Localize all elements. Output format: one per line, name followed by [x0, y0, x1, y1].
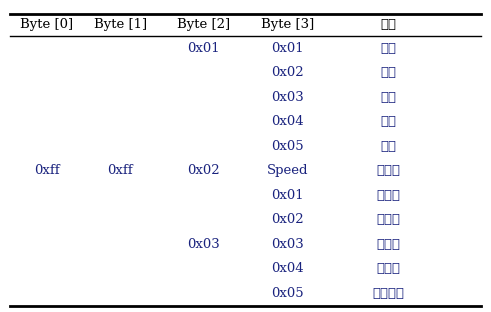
- Text: 含义: 含义: [380, 18, 396, 32]
- Text: Speed: Speed: [267, 164, 308, 177]
- Text: 后退: 后退: [380, 66, 396, 79]
- Text: 0x05: 0x05: [271, 140, 303, 153]
- Text: 舐机下: 舐机下: [376, 213, 400, 227]
- Text: 速度值: 速度值: [376, 164, 400, 177]
- Text: 0x03: 0x03: [271, 238, 303, 251]
- Text: 舐机居中: 舐机居中: [372, 287, 404, 300]
- Text: 0xff: 0xff: [34, 164, 59, 177]
- Text: 舐机上: 舐机上: [376, 189, 400, 202]
- Text: Byte [2]: Byte [2]: [177, 18, 230, 32]
- Text: 前进: 前进: [380, 41, 396, 55]
- Text: Byte [3]: Byte [3]: [261, 18, 314, 32]
- Text: Byte [1]: Byte [1]: [94, 18, 147, 32]
- Text: 停止: 停止: [380, 140, 396, 153]
- Text: 舐机右: 舐机右: [376, 262, 400, 275]
- Text: 右转: 右转: [380, 115, 396, 128]
- Text: 0x01: 0x01: [271, 189, 303, 202]
- Text: 舐机左: 舐机左: [376, 238, 400, 251]
- Text: 0x01: 0x01: [271, 41, 303, 55]
- Text: 左转: 左转: [380, 91, 396, 104]
- Text: Byte [0]: Byte [0]: [20, 18, 73, 32]
- Text: 0x01: 0x01: [188, 41, 220, 55]
- Text: 0x02: 0x02: [188, 164, 220, 177]
- Text: 0x04: 0x04: [271, 262, 303, 275]
- Text: 0x02: 0x02: [271, 66, 303, 79]
- Text: 0x03: 0x03: [271, 91, 303, 104]
- Text: 0x05: 0x05: [271, 287, 303, 300]
- Text: 0xff: 0xff: [108, 164, 133, 177]
- Text: 0x04: 0x04: [271, 115, 303, 128]
- Text: 0x03: 0x03: [188, 238, 220, 251]
- Text: 0x02: 0x02: [271, 213, 303, 227]
